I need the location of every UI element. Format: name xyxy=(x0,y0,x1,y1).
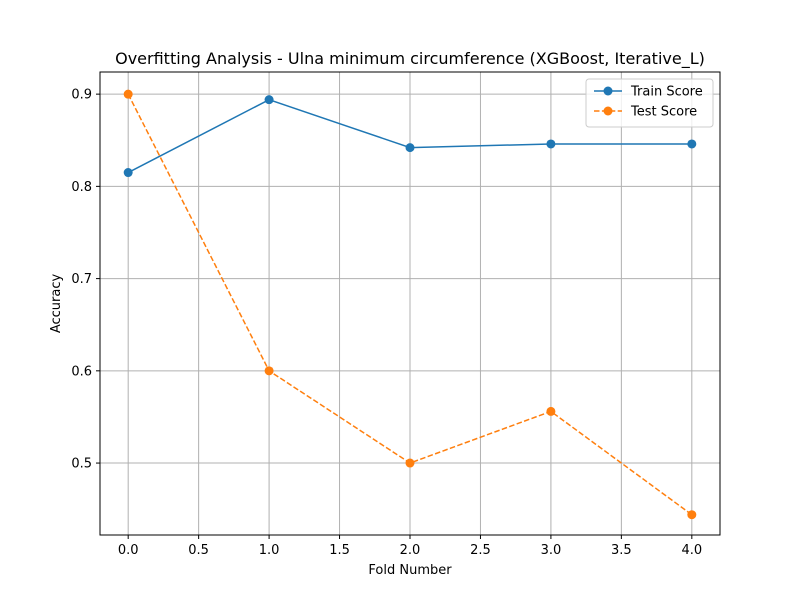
y-axis: 0.5 0.6 0.7 0.8 0.9 xyxy=(71,88,100,472)
x-tick-label: 3.5 xyxy=(611,543,632,558)
series-layer xyxy=(123,89,697,520)
x-axis: 0.0 0.5 1.0 1.5 2.0 2.5 3.0 3.5 4.0 xyxy=(118,535,702,558)
legend-test-score-marker xyxy=(603,106,613,116)
train-score-point xyxy=(687,139,697,149)
test-score-point xyxy=(264,366,274,376)
legend-test-score-label: Test Score xyxy=(630,105,697,120)
x-tick-label: 1.0 xyxy=(259,543,280,558)
x-tick-label: 4.0 xyxy=(681,543,702,558)
y-tick-label: 0.7 xyxy=(71,272,92,287)
x-tick-label: 2.5 xyxy=(470,543,491,558)
chart-title: Overfitting Analysis - Ulna minimum circ… xyxy=(115,49,705,69)
y-tick-label: 0.8 xyxy=(71,180,92,195)
y-tick-label: 0.5 xyxy=(71,457,92,472)
test-score-point xyxy=(123,89,133,99)
train-score-point xyxy=(546,139,556,149)
y-tick-label: 0.6 xyxy=(71,364,92,379)
x-tick-label: 3.0 xyxy=(541,543,562,558)
x-tick-label: 2.0 xyxy=(400,543,421,558)
train-score-point xyxy=(123,168,133,178)
legend-train-score-marker xyxy=(603,86,613,96)
y-axis-title: Accuracy xyxy=(49,274,64,334)
test-score-point xyxy=(546,406,556,416)
x-tick-label: 0.5 xyxy=(188,543,209,558)
legend-train-score-label: Train Score xyxy=(630,85,703,100)
x-tick-label: 0.0 xyxy=(118,543,139,558)
train-score-point xyxy=(405,143,415,153)
test-score-point xyxy=(405,458,415,468)
test-score-point xyxy=(687,510,697,520)
legend: Train Score Test Score xyxy=(585,78,714,128)
x-axis-title: Fold Number xyxy=(368,563,452,578)
y-tick-label: 0.9 xyxy=(71,88,92,103)
train-score-point xyxy=(264,95,274,105)
x-tick-label: 1.5 xyxy=(329,543,350,558)
